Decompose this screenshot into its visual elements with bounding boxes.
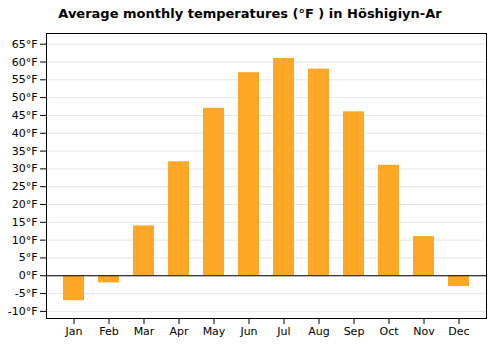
svg-text:30°F: 30°F	[12, 162, 38, 175]
svg-text:40°F: 40°F	[12, 127, 38, 140]
svg-text:35°F: 35°F	[12, 145, 38, 158]
svg-text:-10°F: -10°F	[8, 305, 38, 318]
svg-text:Oct: Oct	[379, 325, 399, 338]
svg-text:Aug: Aug	[308, 325, 329, 338]
svg-text:65°F: 65°F	[12, 38, 38, 51]
svg-text:May: May	[203, 325, 226, 338]
svg-text:Feb: Feb	[99, 325, 118, 338]
svg-text:Nov: Nov	[413, 325, 435, 338]
svg-text:Jun: Jun	[239, 325, 257, 338]
svg-text:Apr: Apr	[169, 325, 189, 338]
html-text:Average monthly temperatures (: Average monthly temperatures (°F ) in Hö…	[58, 6, 442, 21]
svg-text:Jan: Jan	[65, 325, 83, 338]
svg-text:15°F: 15°F	[12, 216, 38, 229]
svg-text:Dec: Dec	[448, 325, 469, 338]
svg-text:-5°F: -5°F	[15, 287, 38, 300]
svg-text:Mar: Mar	[134, 325, 155, 338]
svg-text:0°F: 0°F	[19, 269, 38, 282]
svg-text:55°F: 55°F	[12, 73, 38, 86]
svg-text:25°F: 25°F	[12, 180, 38, 193]
svg-text:20°F: 20°F	[12, 198, 38, 211]
svg-text:45°F: 45°F	[12, 109, 38, 122]
svg-text:5°F: 5°F	[19, 251, 38, 264]
svg-text:Sep: Sep	[344, 325, 365, 338]
svg-text:60°F: 60°F	[12, 56, 38, 69]
svg-text:50°F: 50°F	[12, 91, 38, 104]
svg-text:10°F: 10°F	[12, 234, 38, 247]
svg-text:Jul: Jul	[276, 325, 290, 338]
